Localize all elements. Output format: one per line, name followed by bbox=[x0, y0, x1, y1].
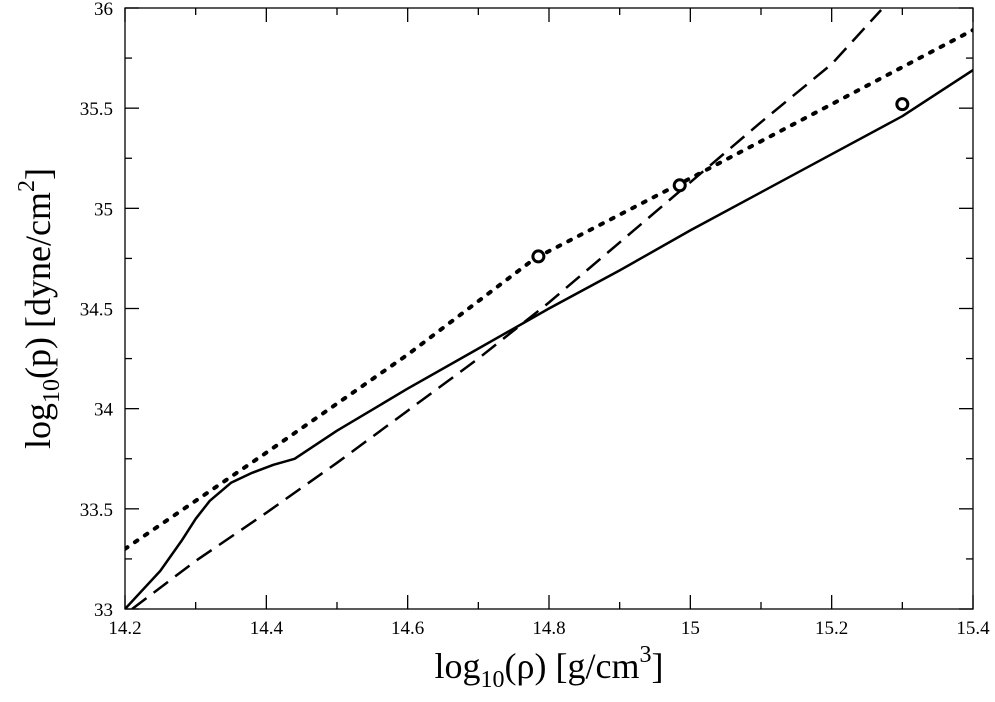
y-tick-label: 34.5 bbox=[80, 300, 113, 321]
y-tick-label: 33 bbox=[94, 600, 113, 621]
y-axis-title-suffix: ] bbox=[18, 168, 58, 180]
x-axis-title-suffix: ] bbox=[651, 646, 663, 686]
x-tick-label: 15.4 bbox=[956, 618, 990, 639]
y-axis-title-middle: (p) [dyne/cm bbox=[18, 192, 58, 379]
y-axis-ticks: 33 33.5 34 34.5 35 35.5 36 bbox=[80, 0, 973, 621]
y-tick-label: 35.5 bbox=[80, 99, 113, 120]
y-tick-label: 35 bbox=[94, 199, 113, 220]
y-axis-title-prefix: log bbox=[18, 403, 58, 449]
x-axis-title-subscript: 10 bbox=[481, 667, 505, 693]
y-axis-title-superscript: 2 bbox=[14, 180, 40, 192]
x-axis-title: log10(ρ) [g/cm3] bbox=[435, 642, 664, 693]
marker-open-circle-1 bbox=[531, 249, 546, 264]
x-axis-title-middle: (ρ) [g/cm bbox=[505, 646, 640, 686]
y-axis-title-subscript: 10 bbox=[39, 379, 65, 403]
y-tick-label: 36 bbox=[94, 0, 113, 20]
x-tick-label: 14.4 bbox=[250, 618, 284, 639]
marker-open-circle-2 bbox=[672, 178, 687, 193]
y-tick-label: 33.5 bbox=[80, 500, 113, 521]
marker-open-circle-3 bbox=[895, 97, 910, 112]
x-tick-label: 14.8 bbox=[532, 618, 565, 639]
marker-layer bbox=[531, 97, 910, 264]
y-axis-title: log10(p) [dyne/cm2] bbox=[14, 168, 65, 449]
x-tick-label: 14.2 bbox=[108, 618, 141, 639]
x-tick-label: 15.2 bbox=[815, 618, 848, 639]
x-axis-title-prefix: log bbox=[435, 646, 481, 686]
x-tick-label: 15 bbox=[681, 618, 700, 639]
x-axis-ticks: 14.2 14.4 14.6 14.8 15 15.2 15.4 bbox=[108, 8, 990, 639]
series-line-dashed bbox=[131, 9, 883, 609]
x-axis-title-superscript: 3 bbox=[639, 642, 651, 668]
series-line-solid bbox=[125, 69, 973, 609]
x-tick-label: 14.6 bbox=[391, 618, 424, 639]
y-tick-label: 34 bbox=[94, 400, 114, 421]
